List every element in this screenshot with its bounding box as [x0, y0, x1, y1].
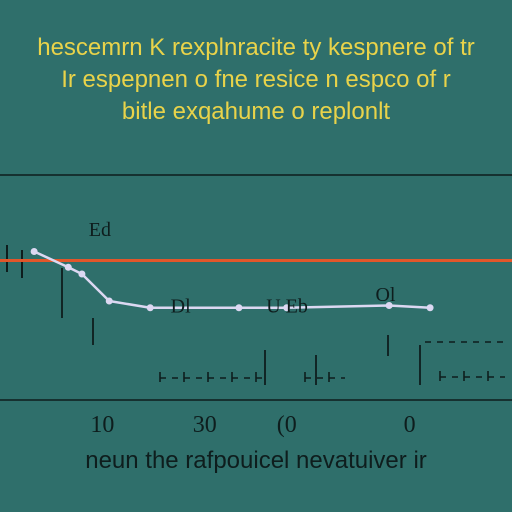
series-point	[146, 304, 154, 312]
annotation-label-4: Ol	[375, 284, 395, 306]
chart-title-line-3: bitle exqahume o replonlt	[121, 98, 391, 125]
series-point	[283, 304, 291, 312]
series-point	[426, 304, 434, 312]
annotation-label-1: Ed	[89, 219, 111, 241]
x-tick-label-1: 10	[90, 412, 114, 438]
series-point	[105, 297, 113, 305]
annotation-label-2: Dl	[171, 295, 191, 317]
annotation-label-3: U Eb	[266, 295, 308, 317]
x-axis-label: neun the rafpouicel nevatuiver ir	[85, 447, 427, 474]
x-tick-label-4: 0	[404, 412, 416, 438]
x-tick-label-3: (0	[277, 412, 297, 438]
series-point	[30, 248, 38, 255]
chart-title-line-2: Ir espepnen o fne resice n espco of r	[61, 66, 451, 93]
series-point	[385, 302, 393, 309]
chart-title-line-1: hescemrn K rexplnracite ty kespnere of t…	[37, 34, 475, 61]
series-point	[64, 263, 72, 271]
x-tick-label-2: 30	[193, 412, 217, 438]
series-point	[78, 270, 86, 278]
series-point	[235, 304, 243, 312]
